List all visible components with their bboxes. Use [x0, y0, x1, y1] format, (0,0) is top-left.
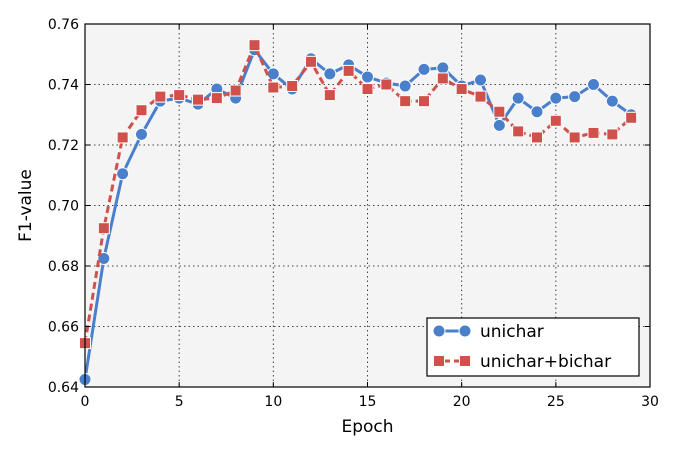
data-point-unichar-bichar	[135, 104, 148, 117]
data-point-unichar	[116, 167, 130, 181]
y-tick-label: 0.66	[48, 320, 79, 336]
data-point-unichar-bichar	[568, 131, 581, 144]
data-point-unichar-bichar	[342, 64, 355, 77]
data-point-unichar-bichar	[380, 78, 393, 91]
legend: unichar unichar+bichar	[426, 317, 640, 377]
axis-ticks: 0 5 10 15 20 25 30 0.64 0.66 0.68 0.70 0.72 0.74 0.76	[48, 17, 659, 410]
data-point-unichar-bichar	[625, 111, 638, 124]
data-point-unichar-bichar	[323, 89, 336, 102]
legend-label-unichar-bichar: unichar+bichar	[480, 352, 611, 372]
data-point-unichar-bichar	[286, 80, 299, 93]
data-point-unichar	[587, 78, 600, 91]
y-tick-label: 0.76	[48, 17, 79, 33]
data-point-unichar	[266, 67, 280, 81]
legend-marker-unichar-bichar	[433, 355, 445, 367]
legend-marker-unichar	[432, 324, 446, 338]
data-point-unichar-bichar	[210, 92, 223, 105]
data-point-unichar-bichar	[436, 72, 449, 85]
data-point-unichar-bichar	[248, 39, 261, 52]
y-tick-label: 0.68	[48, 259, 79, 275]
data-point-unichar-bichar	[399, 95, 412, 108]
data-point-unichar	[398, 79, 412, 93]
data-point-unichar-bichar	[418, 95, 430, 108]
data-point-unichar	[417, 62, 431, 76]
legend-marker-unichar-bichar	[459, 355, 471, 367]
data-point-unichar-bichar	[192, 93, 204, 106]
data-point-unichar	[530, 105, 544, 119]
data-point-unichar-bichar	[549, 114, 562, 127]
x-tick-label: 5	[175, 394, 184, 410]
data-point-unichar-bichar	[512, 125, 525, 138]
data-point-unichar-bichar	[474, 90, 487, 103]
series-layer	[78, 39, 638, 386]
y-axis-label: F1-value	[16, 169, 36, 242]
y-tick-label: 0.74	[48, 78, 79, 94]
data-point-unichar	[361, 70, 374, 84]
data-point-unichar	[605, 94, 619, 108]
y-tick-label: 0.70	[48, 199, 79, 215]
data-point-unichar	[492, 118, 506, 132]
data-point-unichar	[568, 90, 582, 104]
data-point-unichar	[135, 127, 148, 141]
data-point-unichar-bichar	[587, 126, 600, 139]
x-tick-label: 25	[547, 394, 565, 410]
data-point-unichar-bichar	[361, 83, 374, 96]
y-tick-label: 0.64	[48, 380, 79, 396]
data-point-unichar	[436, 61, 450, 75]
data-point-unichar	[549, 91, 563, 105]
legend-label-unichar: unichar	[480, 322, 544, 342]
data-point-unichar-bichar	[531, 131, 543, 144]
data-point-unichar-bichar	[305, 55, 317, 68]
x-tick-label: 20	[453, 394, 471, 410]
data-point-unichar-bichar	[154, 90, 167, 103]
data-point-unichar-bichar	[97, 222, 110, 235]
data-point-unichar-bichar	[606, 128, 619, 141]
data-point-unichar	[511, 91, 525, 105]
x-tick-label: 15	[359, 394, 377, 410]
data-point-unichar-bichar	[267, 81, 280, 94]
x-tick-label: 30	[641, 394, 659, 410]
data-point-unichar-bichar	[173, 89, 186, 102]
legend-marker-unichar	[458, 324, 472, 338]
data-point-unichar-bichar	[455, 83, 468, 96]
x-tick-label: 0	[81, 394, 90, 410]
x-tick-label: 10	[264, 394, 282, 410]
data-point-unichar	[474, 73, 487, 87]
x-axis-label: Epoch	[341, 417, 393, 437]
data-point-unichar-bichar	[116, 131, 129, 144]
y-tick-label: 0.72	[48, 138, 79, 154]
data-point-unichar-bichar	[493, 105, 506, 118]
data-point-unichar-bichar	[229, 84, 242, 97]
data-point-unichar	[323, 67, 337, 81]
